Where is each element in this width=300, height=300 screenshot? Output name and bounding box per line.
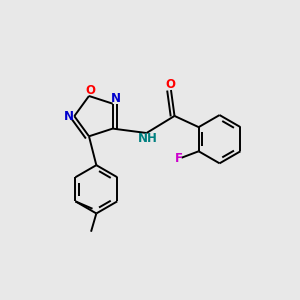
Text: O: O <box>85 84 95 97</box>
Text: N: N <box>63 110 74 123</box>
Text: F: F <box>175 152 183 165</box>
Text: N: N <box>111 92 121 105</box>
Text: O: O <box>165 78 176 91</box>
Text: NH: NH <box>137 132 158 145</box>
